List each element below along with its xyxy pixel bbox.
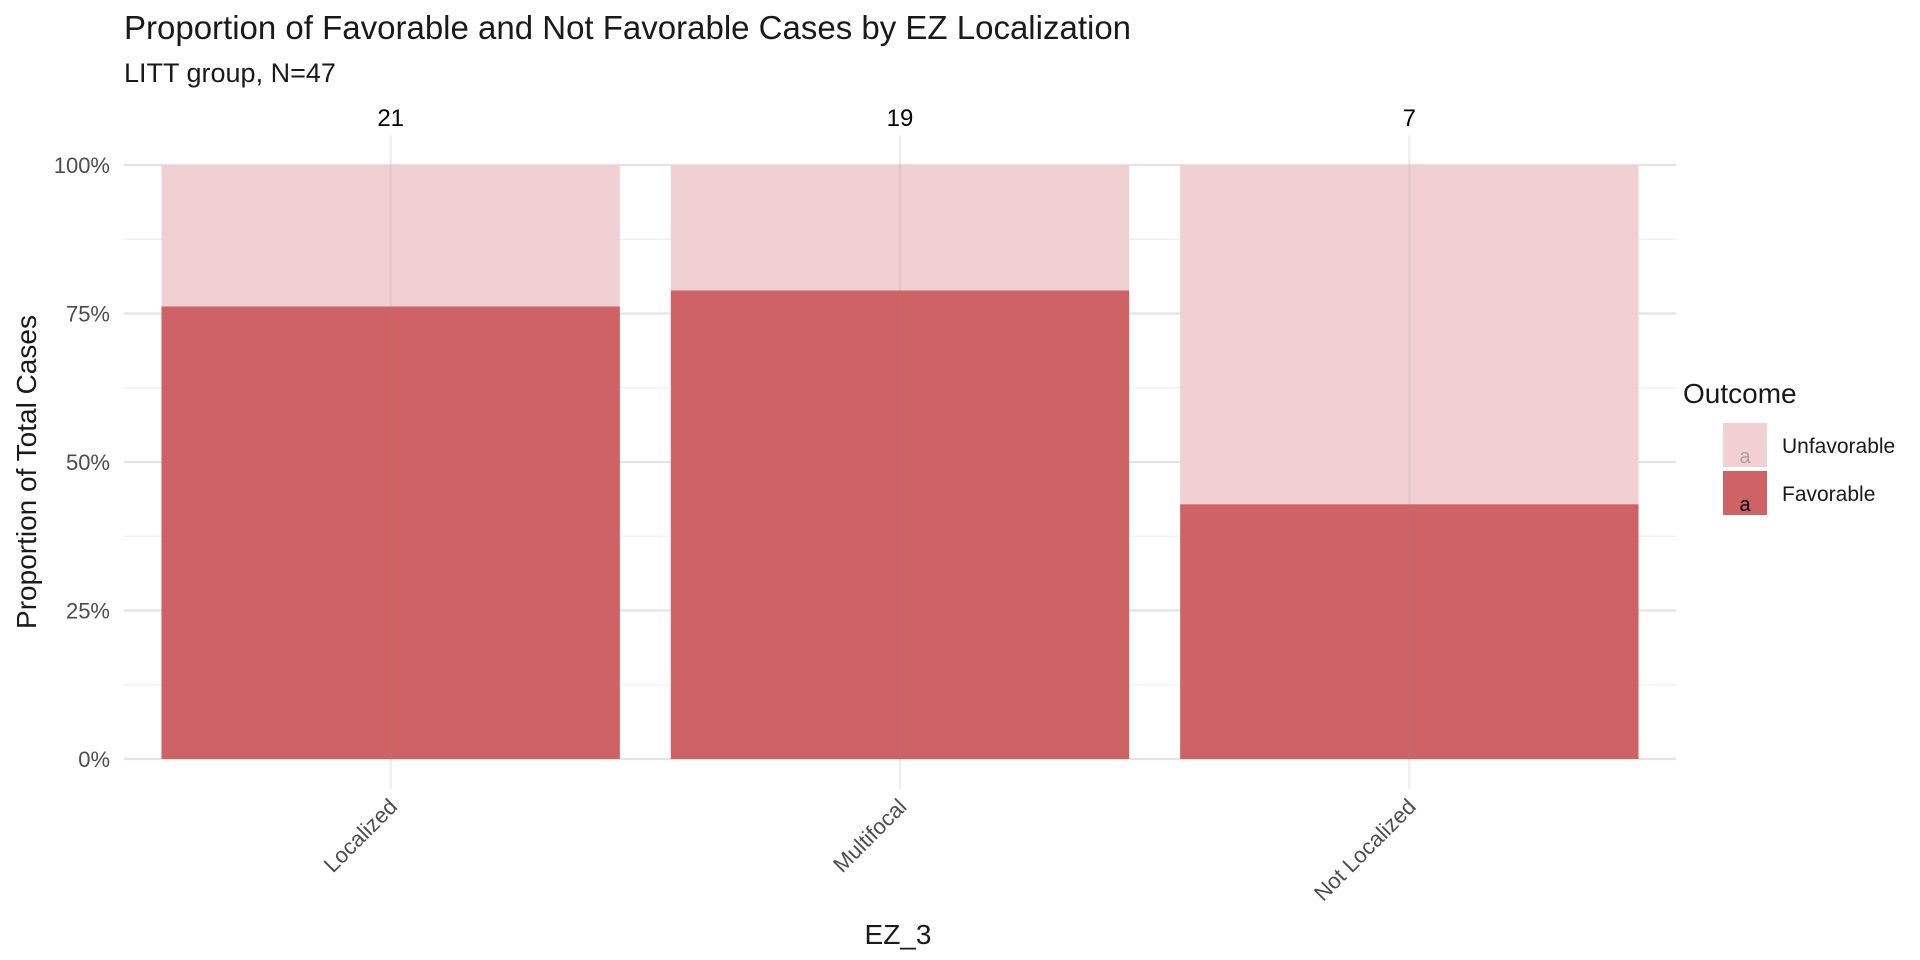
bar-favorable-localized bbox=[161, 306, 620, 759]
count-label: 21 bbox=[377, 105, 404, 132]
x-tick-label: Localized bbox=[319, 794, 402, 877]
legend-key-glyph: a bbox=[1739, 494, 1751, 516]
bar-unfavorable-not-localized bbox=[1180, 165, 1639, 505]
y-tick-label: 25% bbox=[66, 599, 110, 624]
bar-favorable-not-localized bbox=[1180, 504, 1639, 759]
legend-title: Outcome bbox=[1683, 378, 1797, 409]
count-label: 7 bbox=[1403, 105, 1416, 132]
legend-swatch-favorable bbox=[1723, 471, 1767, 515]
y-tick-label: 0% bbox=[78, 747, 110, 772]
bar-unfavorable-multifocal bbox=[670, 165, 1130, 291]
y-axis-title: Proportion of Total Cases bbox=[11, 315, 42, 629]
y-tick-label: 100% bbox=[54, 153, 110, 178]
count-label: 19 bbox=[887, 105, 914, 132]
chart-title: Proportion of Favorable and Not Favorabl… bbox=[124, 9, 1131, 46]
legend-label-favorable: Favorable bbox=[1782, 483, 1875, 506]
vertical-gridlines bbox=[389, 135, 1411, 789]
x-axis-ticks: Localized Multifocal Not Localized bbox=[319, 794, 1421, 906]
legend-swatch-unfavorable bbox=[1723, 423, 1767, 467]
bar-favorable-multifocal bbox=[670, 290, 1130, 759]
x-tick-label: Multifocal bbox=[828, 794, 911, 877]
legend: Outcome a Unfavorable a Favorable bbox=[1683, 378, 1895, 516]
x-axis-title: EZ_3 bbox=[865, 919, 932, 950]
y-axis-ticks: 0% 25% 50% 75% 100% bbox=[54, 153, 110, 772]
y-tick-label: 75% bbox=[66, 302, 110, 327]
y-tick-label: 50% bbox=[66, 450, 110, 475]
x-tick-label: Not Localized bbox=[1309, 794, 1421, 906]
chart-subtitle: LITT group, N=47 bbox=[124, 58, 336, 88]
count-labels: 21 19 7 bbox=[377, 105, 1416, 132]
bar-unfavorable-localized bbox=[161, 165, 620, 307]
legend-key-glyph: a bbox=[1739, 446, 1751, 468]
legend-label-unfavorable: Unfavorable bbox=[1782, 435, 1895, 458]
bars bbox=[161, 165, 1639, 759]
